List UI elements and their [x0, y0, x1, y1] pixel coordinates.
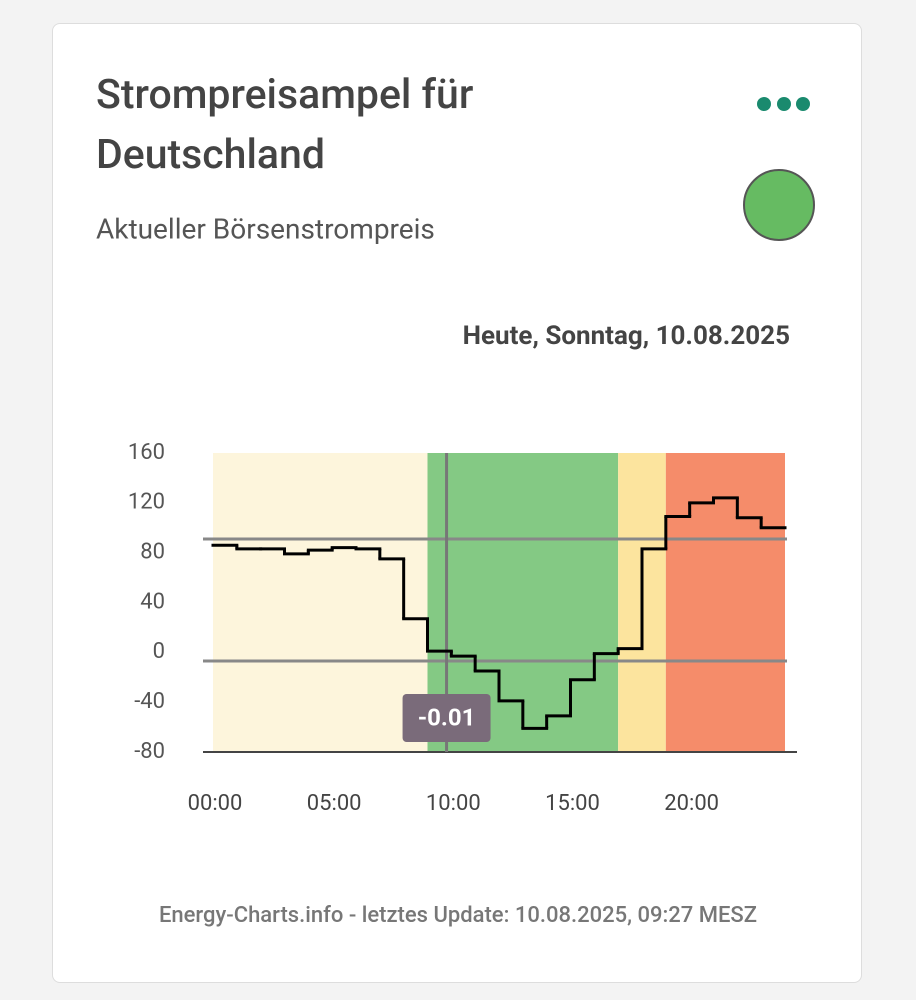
- menu-dots[interactable]: [757, 97, 810, 111]
- x-tick-label: 20:00: [664, 791, 719, 816]
- x-tick-label: 00:00: [188, 791, 243, 816]
- y-tick-label: -40: [134, 689, 165, 714]
- y-tick-label: 80: [140, 539, 165, 564]
- y-tick-label: 160: [128, 440, 165, 465]
- traffic-light: [743, 169, 815, 241]
- cursor-value: -0.01: [418, 703, 476, 731]
- y-tick-label: 40: [140, 589, 165, 614]
- footer: Energy-Charts.info - letztes Update: 10.…: [159, 903, 757, 928]
- dot: [777, 97, 791, 111]
- y-tick-label: 0: [153, 639, 165, 664]
- x-tick-label: 10:00: [426, 791, 481, 816]
- x-tick-label: 15:00: [545, 791, 600, 816]
- card-title: Deutschland: [96, 131, 325, 179]
- x-tick-label: 05:00: [307, 791, 362, 816]
- dot: [796, 97, 810, 111]
- price-band: [213, 453, 428, 752]
- y-tick-label: 120: [128, 490, 165, 515]
- dot: [757, 97, 771, 111]
- card-title: Strompreisampel für: [96, 71, 473, 119]
- y-tick-label: -80: [134, 739, 165, 764]
- chart-subtitle: Heute, Sonntag, 10.08.2025: [463, 321, 790, 351]
- cursor-tooltip: [402, 694, 491, 742]
- card-subtitle: Aktueller Börsenstrompreis: [96, 212, 435, 245]
- price-band: [665, 453, 785, 752]
